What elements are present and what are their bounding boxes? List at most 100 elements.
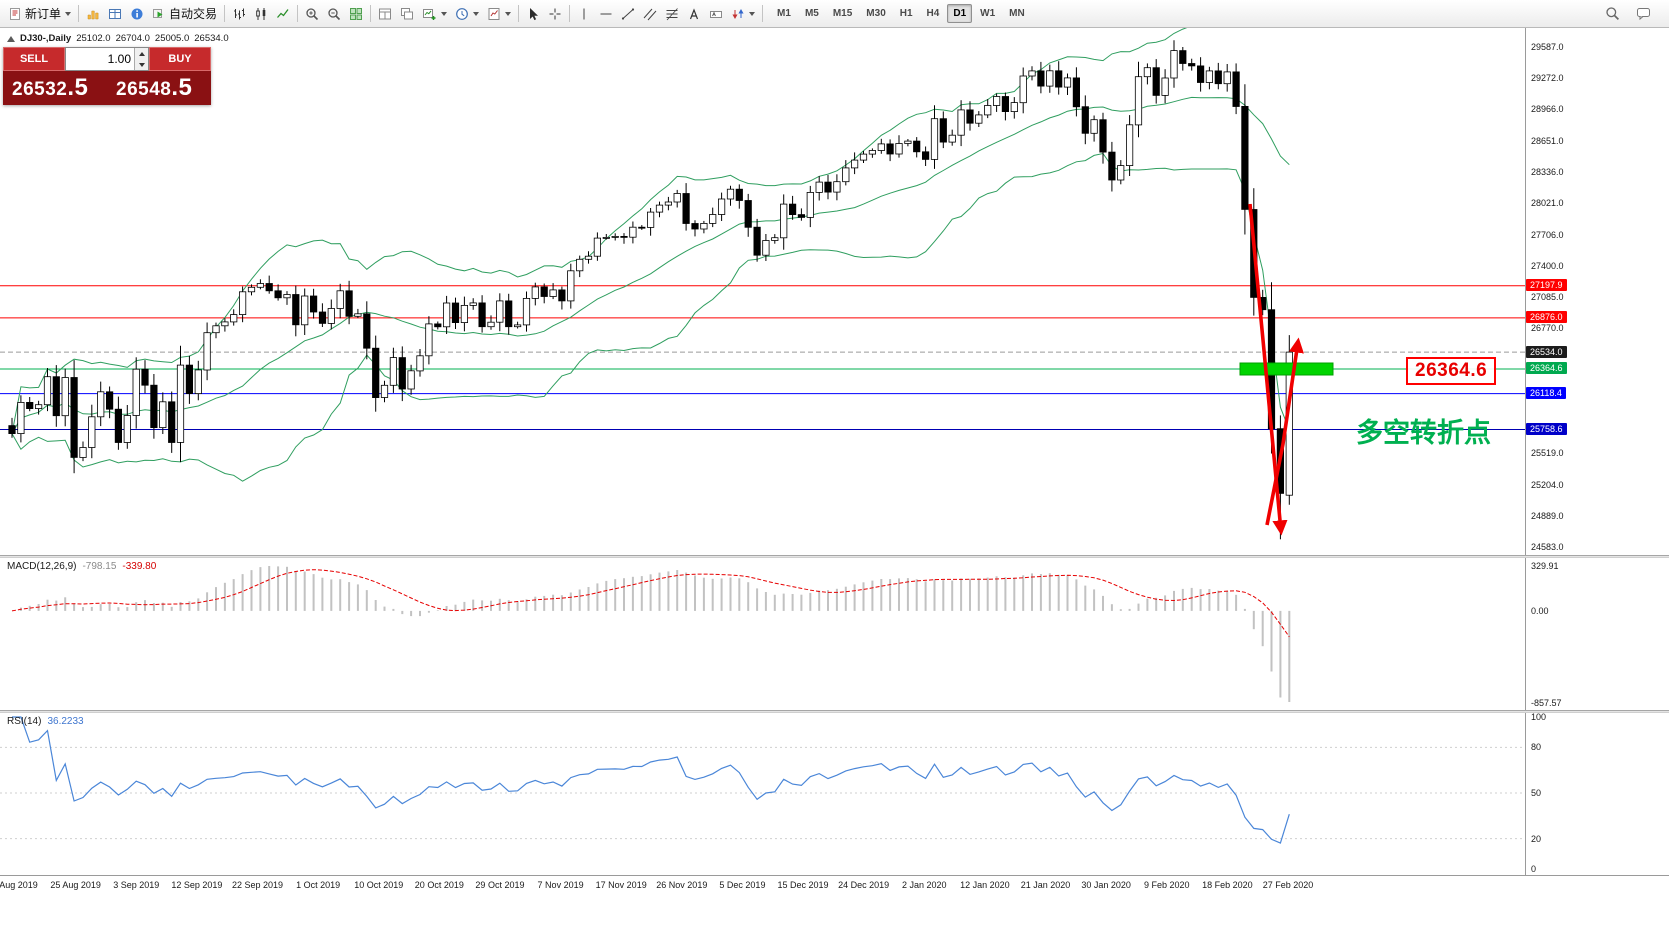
cascade-windows-icon	[401, 7, 414, 19]
timeframe-W1[interactable]: W1	[980, 8, 996, 19]
timeframe-M1[interactable]: M1	[777, 8, 791, 19]
macd-scale-label: 329.91	[1531, 561, 1559, 571]
timeframe-H1[interactable]: H1	[899, 8, 913, 19]
macd-chart[interactable]	[0, 558, 1525, 710]
candlestick-chart[interactable]	[0, 28, 1525, 555]
tile-grid-icon	[350, 7, 363, 20]
autotrading-button[interactable]: 自动交易	[148, 3, 221, 25]
zoom-in-button[interactable]	[301, 3, 323, 25]
dropdown-caret-icon	[441, 11, 448, 16]
timeframe-M5[interactable]: M5	[804, 8, 819, 19]
ohlc-low: 25005.0	[154, 33, 190, 44]
zoom-out-button[interactable]	[323, 3, 345, 25]
price-tick: 25519.0	[1531, 448, 1564, 459]
fibonacci-tool-button[interactable]	[661, 3, 683, 25]
chat-button[interactable]	[1632, 3, 1655, 25]
ohlc-high: 26704.0	[115, 33, 150, 44]
navigator-button[interactable]	[126, 3, 148, 25]
sell-price-main: 26532	[12, 79, 68, 100]
volume-up-button[interactable]	[135, 48, 148, 59]
bar-chart-button[interactable]	[228, 3, 250, 25]
horizontal-line-tool-button[interactable]	[595, 3, 617, 25]
buy-price-main: 26548	[116, 79, 172, 100]
date-label: 20 Oct 2019	[414, 880, 464, 890]
main-chart-panel[interactable]: DJ30-,Daily 25102.0 26704.0 25005.0 2653…	[0, 28, 1669, 555]
arrows-shapes-icon	[732, 8, 744, 19]
crosshair-button[interactable]	[544, 3, 566, 25]
timeframe-D1[interactable]: D1	[947, 4, 973, 23]
label-tool-button[interactable]	[705, 3, 727, 25]
rsi-panel[interactable]: RSI(14) 36.2233 100 80 50 20 0	[0, 713, 1669, 875]
price-line-label: 26876.0	[1526, 311, 1567, 324]
panel-separator[interactable]	[0, 710, 1669, 713]
volume-down-button[interactable]	[135, 59, 148, 70]
date-label: 2 Jan 2020	[902, 880, 947, 890]
date-label: 9 Feb 2020	[1143, 880, 1190, 890]
price-tick: 28966.0	[1531, 104, 1564, 115]
shapes-button[interactable]	[727, 3, 759, 25]
buy-button[interactable]: BUY	[149, 47, 211, 71]
crosshair-icon	[549, 8, 561, 19]
toolbar-separator	[224, 5, 226, 22]
line-chart-icon	[277, 8, 289, 18]
rsi-scale-label: 100	[1531, 713, 1547, 722]
channel-tool-button[interactable]	[639, 3, 661, 25]
buy-price-frac: .5	[171, 74, 193, 101]
date-label: 15 Dec 2019	[777, 880, 829, 890]
trendline-icon	[621, 7, 635, 20]
date-label: 21 Jan 2020	[1020, 880, 1071, 890]
rsi-scale-label: 80	[1531, 742, 1542, 753]
timeframe-M15[interactable]: M15	[832, 8, 853, 19]
volume-value[interactable]: 1.00	[107, 52, 131, 66]
sell-price-frac: .5	[67, 74, 89, 101]
one-click-toggle-icon[interactable]	[7, 35, 15, 42]
periods-button[interactable]	[451, 3, 483, 25]
text-tool-button[interactable]	[683, 3, 705, 25]
window-layout-button[interactable]	[374, 3, 396, 25]
vertical-line-tool-button[interactable]	[573, 3, 595, 25]
data-window-button[interactable]	[104, 3, 126, 25]
tile-charts-button[interactable]	[345, 3, 367, 25]
candlestick-chart-button[interactable]	[250, 3, 272, 25]
new-chart-icon	[423, 8, 436, 20]
dropdown-caret-icon	[65, 11, 72, 16]
toolbar-right-group	[1601, 3, 1655, 25]
timeframe-MN[interactable]: MN	[1009, 8, 1025, 19]
price-callout: 26364.6	[1406, 357, 1497, 385]
trendline-tool-button[interactable]	[617, 3, 639, 25]
price-line-label: 26364.6	[1526, 362, 1567, 375]
date-axis[interactable]: 5 Aug 2019 25 Aug 2019 3 Sep 2019 12 Sep 20…	[0, 875, 1669, 893]
zoom-in-icon	[306, 7, 319, 20]
market-watch-icon	[87, 10, 99, 19]
sell-button[interactable]: SELL	[3, 47, 65, 71]
search-button[interactable]	[1601, 3, 1624, 25]
cascade-windows-button[interactable]	[396, 3, 418, 25]
new-order-icon	[10, 7, 20, 20]
dropdown-caret-icon	[749, 11, 756, 16]
panel-separator[interactable]	[0, 555, 1669, 558]
turning-point-label: 多空转折点	[1356, 418, 1491, 448]
rsi-scale-label: 50	[1531, 788, 1542, 798]
rsi-name: RSI(14)	[7, 716, 42, 727]
chart-window: DJ30-,Daily 25102.0 26704.0 25005.0 2653…	[0, 28, 1669, 951]
macd-panel[interactable]: MACD(12,26,9) -798.15 -339.80 329.91 0.00…	[0, 558, 1669, 710]
new-chart-button[interactable]	[418, 3, 451, 25]
cursor-button[interactable]	[522, 3, 544, 25]
vertical-line-icon	[583, 8, 585, 19]
macd-name: MACD(12,26,9)	[7, 561, 77, 572]
toolbar-separator	[370, 5, 372, 22]
channel-icon	[643, 8, 657, 20]
line-chart-button[interactable]	[272, 3, 294, 25]
new-order-button[interactable]: 新订单	[4, 3, 75, 25]
rsi-chart[interactable]	[0, 713, 1525, 875]
symbol-title: DJ30-,Daily	[20, 33, 72, 44]
price-tick: 29587.0	[1531, 41, 1564, 52]
one-click-trading-widget: SELL 1.00 BUY 26532.5 26548.5	[3, 47, 211, 105]
candlestick-chart-icon	[256, 7, 266, 20]
market-watch-button[interactable]	[82, 3, 104, 25]
timeframe-M30[interactable]: M30	[866, 8, 886, 19]
volume-stepper[interactable]: 1.00	[65, 47, 149, 71]
date-label: 1 Oct 2019	[296, 880, 341, 890]
timeframe-H4[interactable]: H4	[926, 8, 940, 19]
templates-button[interactable]	[483, 3, 515, 25]
